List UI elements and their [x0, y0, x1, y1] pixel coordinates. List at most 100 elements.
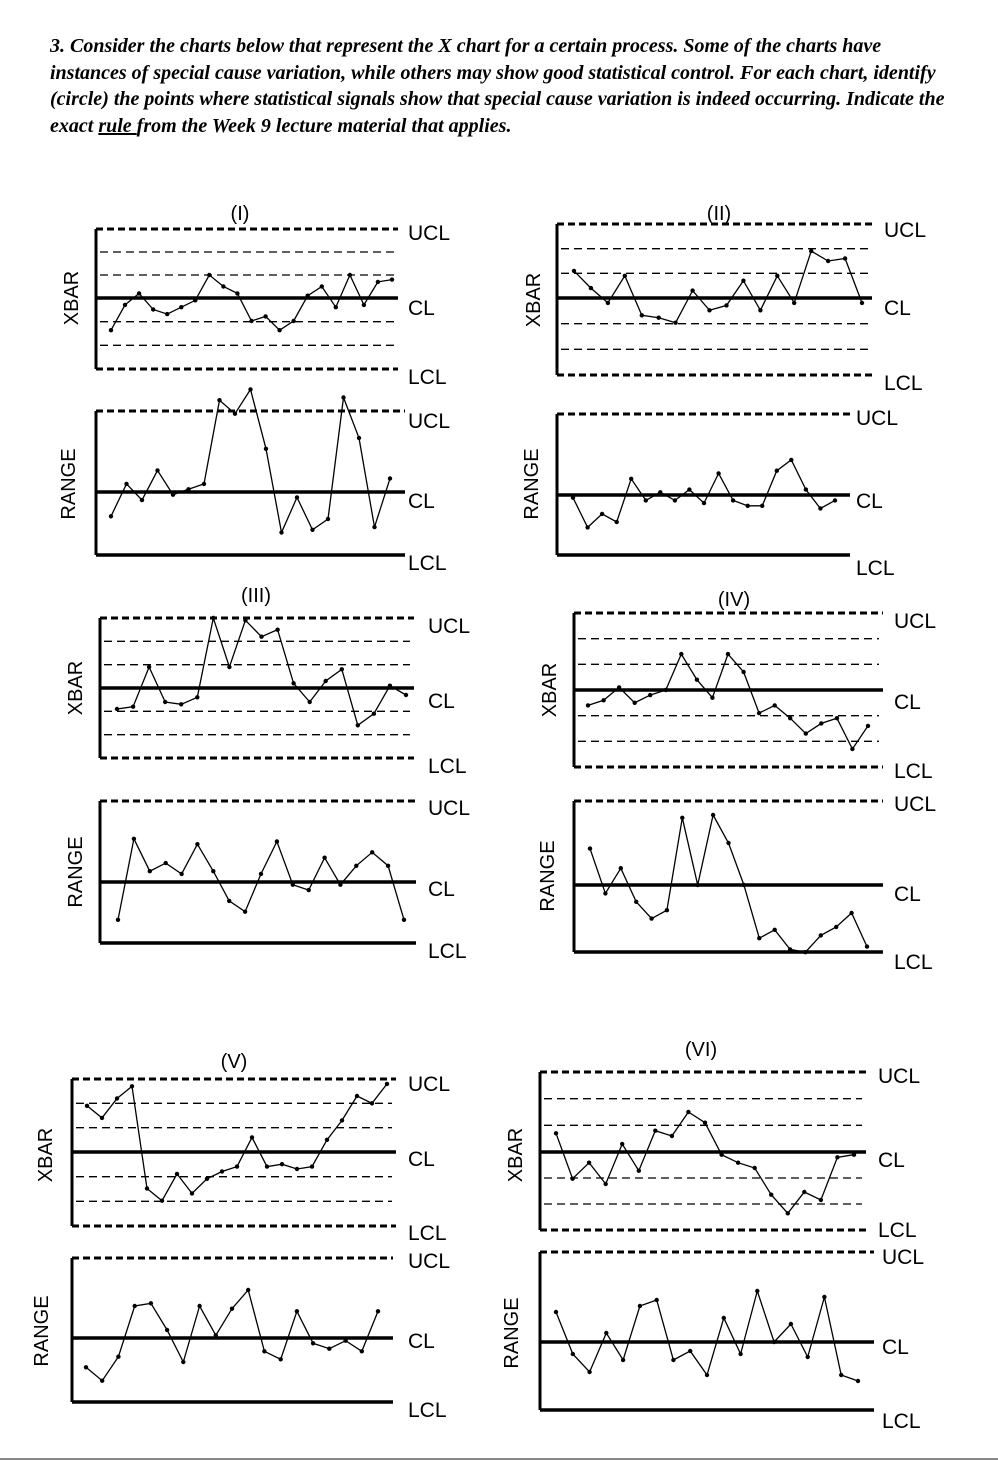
range-point-6-0 [553, 1309, 559, 1315]
xbar-point-5-16 [324, 1137, 330, 1143]
xbar-cl-label-1: CL [408, 297, 435, 320]
xbar-ylabel-5: XBAR [35, 1128, 57, 1182]
range-point-6-11 [738, 1351, 743, 1357]
range-point-3-4 [179, 871, 184, 877]
range-point-2-0 [570, 495, 576, 500]
xbar-point-4-7 [694, 677, 700, 682]
range-point-4-0 [587, 846, 593, 851]
range-point-4-1 [603, 891, 608, 896]
xbar-point-4-17 [850, 746, 855, 752]
range-point-4-14 [803, 950, 808, 955]
xbar-point-3-14 [339, 667, 344, 672]
range-point-1-18 [387, 476, 393, 481]
xbar-point-1-17 [347, 272, 353, 278]
range-point-1-8 [232, 411, 238, 416]
xbar-point-5-13 [279, 1162, 285, 1167]
range-point-3-9 [258, 871, 264, 877]
xbar-point-3-8 [243, 618, 248, 623]
range-point-6-4 [620, 1357, 626, 1363]
range-point-4-11 [757, 936, 762, 941]
range-point-3-5 [195, 842, 200, 847]
xbar-point-4-14 [803, 731, 808, 736]
range-point-4-4 [649, 916, 654, 921]
xbar-point-1-18 [361, 302, 367, 308]
range-point-5-5 [164, 1327, 170, 1333]
range-point-2-6 [658, 490, 663, 495]
range-point-3-11 [290, 882, 295, 887]
xbar-ylabel-3: XBAR [65, 661, 87, 715]
range-point-6-6 [654, 1297, 659, 1303]
range-point-1-16 [356, 435, 362, 441]
xbar-point-4-0 [585, 703, 591, 708]
xbar-point-5-3 [129, 1084, 135, 1089]
range-point-2-16 [803, 487, 809, 492]
xbar-point-4-8 [710, 695, 715, 700]
xbar-point-6-14 [785, 1211, 790, 1216]
range-point-4-8 [710, 812, 716, 818]
range-ucl-label-3: UCL [428, 797, 470, 820]
xbar-cl-label-4: CL [894, 691, 921, 714]
question-part-2: from the Week 9 lecture material that ap… [136, 114, 512, 137]
range-cl-label-4: CL [894, 883, 921, 906]
range-ylabel-6: RANGE [501, 1297, 523, 1368]
range-point-6-13 [771, 1339, 777, 1345]
xbar-point-5-20 [384, 1081, 390, 1087]
xbar-point-6-13 [769, 1192, 774, 1197]
xbar-point-3-9 [259, 634, 264, 639]
xbar-ucl-label-2: UCL [884, 219, 926, 242]
range-ylabel-3: RANGE [65, 836, 87, 907]
range-point-5-3 [132, 1303, 137, 1309]
xbar-point-6-10 [719, 1152, 724, 1157]
range-ucl-label-4: UCL [894, 793, 936, 816]
range-point-1-4 [170, 492, 176, 497]
range-point-5-8 [213, 1333, 218, 1338]
range-lcl-label-2: LCL [856, 557, 895, 580]
xbar-point-2-16 [842, 256, 848, 261]
xbar-point-5-9 [219, 1169, 225, 1174]
xbar-point-4-13 [788, 716, 793, 721]
range-point-4-7 [695, 882, 700, 888]
xbar-point-2-6 [673, 320, 678, 325]
range-point-3-3 [163, 860, 168, 866]
xbar-point-1-6 [193, 298, 198, 303]
xbar-point-5-12 [264, 1164, 270, 1169]
range-point-5-0 [83, 1365, 89, 1370]
range-point-2-12 [745, 503, 750, 508]
xbar-point-5-19 [369, 1101, 375, 1106]
xbar-point-2-4 [639, 313, 644, 318]
xbar-point-3-12 [307, 699, 312, 705]
xbar-point-5-17 [339, 1118, 345, 1123]
xbar-lcl-label-5: LCL [408, 1222, 447, 1245]
xbar-point-1-14 [305, 293, 310, 298]
range-point-1-11 [279, 530, 284, 535]
range-point-6-17 [839, 1372, 844, 1378]
question-number: 3. [50, 35, 65, 57]
range-point-5-16 [343, 1338, 348, 1343]
xbar-cl-label-3: CL [428, 690, 455, 713]
range-ucl-label-5: UCL [408, 1250, 450, 1273]
chart-6: (VI) UCL CL LCL XBAR UCL CL LCL RANGE [501, 1039, 924, 1433]
range-point-6-8 [688, 1348, 693, 1354]
xbar-point-6-9 [702, 1120, 708, 1125]
question-text: 3. Consider the charts below that repres… [50, 33, 950, 139]
xbar-point-3-6 [211, 615, 216, 621]
xbar-lcl-label-6: LCL [878, 1219, 917, 1242]
xbar-series-line-2 [573, 250, 863, 324]
xbar-point-4-4 [648, 692, 653, 698]
range-lcl-label-6: LCL [882, 1410, 921, 1433]
xbar-point-1-13 [291, 318, 296, 324]
range-point-4-5 [664, 908, 670, 913]
xbar-ucl-label-5: UCL [408, 1073, 450, 1096]
xbar-point-2-17 [859, 300, 865, 306]
xbar-point-1-5 [179, 305, 184, 310]
xbar-point-5-4 [144, 1186, 150, 1191]
range-point-5-7 [197, 1303, 202, 1309]
range-cl-label-3: CL [428, 878, 455, 901]
range-point-6-2 [587, 1369, 592, 1375]
range-point-5-2 [116, 1354, 121, 1359]
range-point-3-17 [385, 863, 391, 868]
range-point-1-17 [372, 524, 377, 530]
xbar-point-3-11 [291, 681, 296, 686]
xbar-ylabel-4: XBAR [539, 663, 561, 717]
xbar-point-2-12 [775, 273, 780, 278]
